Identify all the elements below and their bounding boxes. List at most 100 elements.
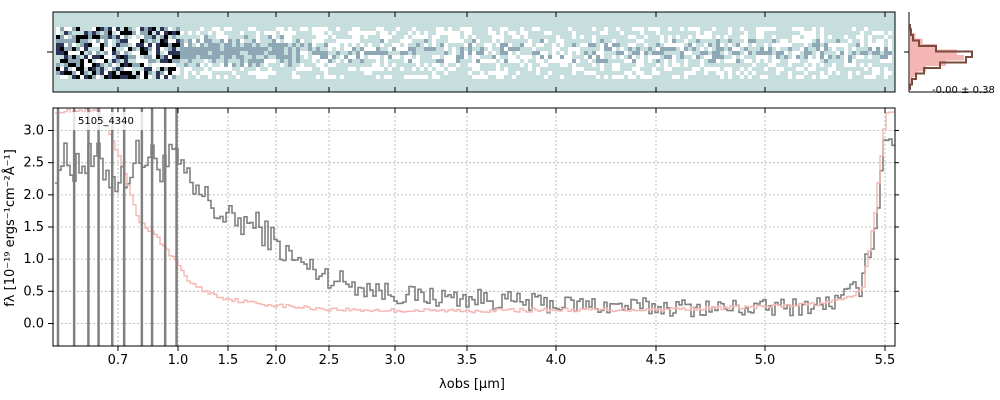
heatmap-cell <box>608 27 612 31</box>
heatmap-cell <box>316 31 320 35</box>
heatmap-cell <box>784 39 788 43</box>
heatmap-cell <box>232 27 236 31</box>
heatmap-cell <box>136 71 140 75</box>
heatmap-cell <box>880 47 884 51</box>
heatmap-cell <box>800 67 804 71</box>
heatmap-cell <box>580 75 584 79</box>
heatmap-cell <box>876 71 880 75</box>
heatmap-cell <box>576 31 580 35</box>
heatmap-cell <box>320 75 324 79</box>
heatmap-cell <box>456 59 460 63</box>
heatmap-cell <box>612 27 616 31</box>
heatmap-cell <box>712 47 716 51</box>
heatmap-cell <box>648 51 652 55</box>
heatmap-cell <box>820 39 824 43</box>
heatmap-cell <box>448 55 452 59</box>
heatmap-cell <box>332 47 336 51</box>
heatmap-cell <box>156 71 160 75</box>
heatmap-cell <box>464 51 468 55</box>
heatmap-cell <box>468 43 472 47</box>
heatmap-cell <box>248 43 252 47</box>
heatmap-cell <box>180 59 184 63</box>
heatmap-cell <box>168 43 172 47</box>
heatmap-cell <box>460 67 464 71</box>
heatmap-cell <box>480 39 484 43</box>
heatmap-cell <box>816 27 820 31</box>
x-tick-label: 5.0 <box>755 353 776 368</box>
heatmap-cell <box>124 39 128 43</box>
heatmap-cell <box>840 43 844 47</box>
heatmap-cell <box>460 47 464 51</box>
heatmap-cell <box>880 43 884 47</box>
heatmap-cell <box>132 75 136 79</box>
heatmap-cell <box>708 71 712 75</box>
heatmap-cell <box>864 67 868 71</box>
heatmap-cell <box>388 47 392 51</box>
heatmap-cell <box>132 67 136 71</box>
heatmap-cell <box>668 51 672 55</box>
heatmap-cell <box>588 27 592 31</box>
heatmap-cell <box>436 47 440 51</box>
heatmap-cell <box>576 47 580 51</box>
heatmap-cell <box>84 27 88 31</box>
heatmap-cell <box>464 39 468 43</box>
heatmap-cell <box>204 71 208 75</box>
heatmap-cell <box>152 27 156 31</box>
heatmap-cell <box>388 35 392 39</box>
heatmap-cell <box>856 75 860 79</box>
heatmap-cell <box>528 75 532 79</box>
heatmap-cell <box>228 35 232 39</box>
heatmap-cell <box>780 47 784 51</box>
heatmap-cell <box>816 47 820 51</box>
heatmap-cell <box>320 35 324 39</box>
heatmap-cell <box>392 59 396 63</box>
heatmap-cell <box>540 75 544 79</box>
heatmap-cell <box>792 51 796 55</box>
heatmap-cell <box>808 63 812 67</box>
heatmap-cell <box>584 71 588 75</box>
heatmap-cell <box>744 35 748 39</box>
heatmap-cell <box>264 31 268 35</box>
heatmap-cell <box>408 59 412 63</box>
heatmap-cell <box>356 27 360 31</box>
heatmap-cell <box>448 71 452 75</box>
heatmap-cell <box>512 43 516 47</box>
heatmap-cell <box>876 31 880 35</box>
heatmap-cell <box>452 75 456 79</box>
x-tick-label: 0.7 <box>108 353 129 368</box>
heatmap-cell <box>108 31 112 35</box>
heatmap-cell <box>180 71 184 75</box>
heatmap-cell <box>452 31 456 35</box>
heatmap-cell <box>312 67 316 71</box>
heatmap-cell <box>476 63 480 67</box>
heatmap-cell <box>252 39 256 43</box>
heatmap-cell <box>556 27 560 31</box>
heatmap-cell <box>124 71 128 75</box>
heatmap-cell <box>852 51 856 55</box>
heatmap-cell <box>292 47 296 51</box>
heatmap-cell <box>652 71 656 75</box>
heatmap-cell <box>472 35 476 39</box>
heatmap-cell <box>572 39 576 43</box>
heatmap-cell <box>824 47 828 51</box>
heatmap-cell <box>680 71 684 75</box>
heatmap-cell <box>524 43 528 47</box>
heatmap-cell <box>576 35 580 39</box>
heatmap-cell <box>456 27 460 31</box>
heatmap-cell <box>540 43 544 47</box>
heatmap-cell <box>224 55 228 59</box>
heatmap-cell <box>848 43 852 47</box>
heatmap-cell <box>392 75 396 79</box>
heatmap-cell <box>112 71 116 75</box>
heatmap-cell <box>608 39 612 43</box>
heatmap-cell <box>628 27 632 31</box>
heatmap-cell <box>840 67 844 71</box>
heatmap-cell <box>204 59 208 63</box>
heatmap-cell <box>776 63 780 67</box>
heatmap-cell <box>152 71 156 75</box>
heatmap-cell <box>260 27 264 31</box>
heatmap-cell <box>368 39 372 43</box>
heatmap-cell <box>92 27 96 31</box>
heatmap-cell <box>196 67 200 71</box>
heatmap-cell <box>856 47 860 51</box>
